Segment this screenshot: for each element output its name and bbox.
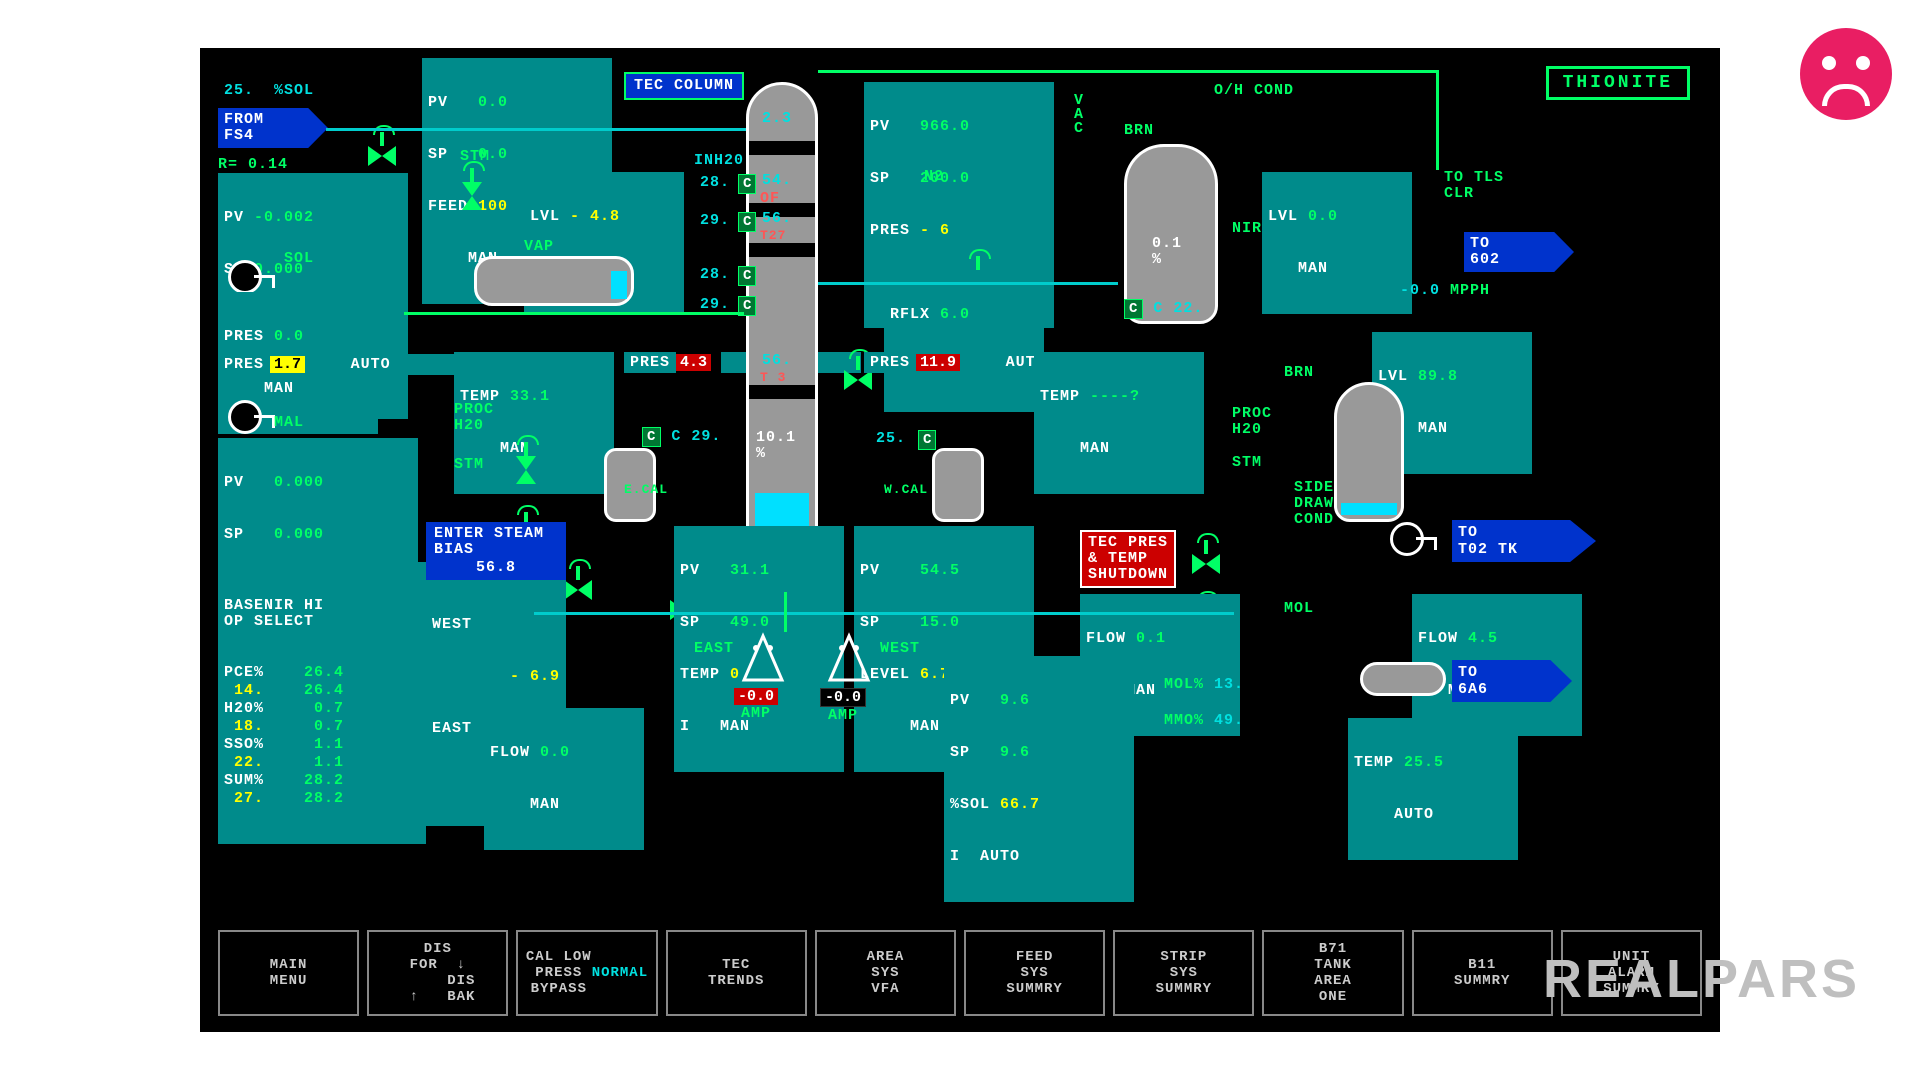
t27-label: T27 (760, 228, 786, 243)
oh-cond-label: O/H COND (1214, 82, 1294, 99)
col-28-2: 28. (700, 266, 730, 283)
sol-pump-icon (228, 260, 262, 294)
vap-label: VAP (524, 238, 554, 255)
col-pct: 10.1 % (756, 430, 796, 462)
lvl-oh-controller[interactable]: LVL 0.0 MAN (1262, 172, 1412, 314)
col-28-1: 28. (700, 174, 730, 191)
twentyfive-label: 25. (876, 430, 906, 447)
side-pump-icon (1390, 522, 1424, 556)
brn-label: BRN (1124, 122, 1154, 139)
sol-pct-label: 25. %SOL (224, 82, 314, 99)
tec-shutdown-alarm[interactable]: TEC PRES & TEMP SHUTDOWN (1080, 530, 1176, 588)
thionite-title: THIONITE (1546, 66, 1690, 100)
amp-right-readout: -0.0 AMP (820, 688, 866, 724)
rflx-valve-icon[interactable] (844, 370, 872, 390)
of-label: OF (760, 190, 780, 207)
nir-label: NIR (1232, 220, 1262, 237)
col-29-1: 29. (700, 212, 730, 229)
oh-condenser-vessel (1124, 144, 1218, 324)
east-label: EAST (694, 640, 734, 657)
mpph-readout: -0.0 MPPH (1400, 282, 1490, 299)
sol-controller[interactable]: PV 9.6 SP 9.6 %SOL 66.7 I AUTO (944, 656, 1134, 902)
mal-label: MAL (274, 414, 304, 431)
proc-h2o-label-2: PROC H20 (1232, 406, 1272, 438)
proc-h2o-label-1: PROC H20 (454, 402, 494, 434)
c29-label: C C 29. (642, 428, 721, 445)
nav-area-sys[interactable]: AREA SYS VFA (815, 930, 956, 1016)
vac-label: V A C (1074, 94, 1084, 136)
temp-bottom-controller[interactable]: TEMP 25.5 AUTO (1348, 718, 1518, 860)
rflx-controller[interactable]: RFLX 6.0 MAN (884, 270, 1044, 412)
hmi-screen: THIONITE TEC COLUMN O/H COND FROM FS4 25… (200, 48, 1720, 1032)
from-fs4-arrow: FROM FS4 (218, 108, 328, 148)
mmo-pct-readout: MMO% 49. (1164, 712, 1244, 729)
stm-valve-icon[interactable] (462, 182, 482, 210)
nav-b71-tank[interactable]: B71 TANK AREA ONE (1262, 930, 1403, 1016)
mal-pump-icon (228, 400, 262, 434)
side-draw-vessel (1334, 382, 1404, 522)
c-btn-1[interactable]: C (738, 174, 756, 194)
east-bottoms-pump-icon (740, 630, 786, 688)
proc-h2o-valve-2-icon[interactable] (1192, 554, 1220, 574)
flow-bottom-controller[interactable]: FLOW 0.0 MAN (484, 708, 644, 850)
stm-label-2: STM (454, 456, 484, 473)
tec-column-title: TEC COLUMN (624, 72, 744, 100)
t3-label: T 3 (760, 370, 786, 385)
col-r1: 2.3 (762, 110, 792, 127)
nav-main-menu[interactable]: MAIN MENU (218, 930, 359, 1016)
cv-1-icon[interactable] (564, 580, 592, 600)
inh20-label: INH20 (694, 152, 744, 169)
col-56-2: 56. (762, 352, 792, 369)
pres-red-value-1: 4.3 (676, 354, 711, 371)
west-label: WEST (880, 640, 920, 657)
mol-label: MOL (1284, 600, 1314, 617)
col-29-2: 29. (700, 296, 730, 313)
to-t02-arrow: TO T02 TK (1452, 520, 1596, 562)
temp-dash-controller[interactable]: TEMP ----? MAN (1034, 352, 1204, 494)
c-btn-3[interactable]: C (738, 266, 756, 286)
oh-pct: 0.1 % (1152, 236, 1182, 268)
distillation-column (746, 82, 818, 592)
steam-bias-value: 56.8 (434, 558, 558, 576)
r-label: R= 0.14 (218, 156, 408, 173)
vap-vessel (474, 256, 634, 306)
west-reboiler-vessel (932, 448, 984, 522)
nav-b11-summry[interactable]: B11 SUMMRY (1412, 930, 1553, 1016)
basenir-table[interactable]: BASENIR HI OP SELECT PCE% 26.4 14. 26.4H… (218, 562, 426, 844)
nav-strip-sys[interactable]: STRIP SYS SUMMRY (1113, 930, 1254, 1016)
wcal-label: W.CAL (884, 482, 928, 497)
watermark: REALPARS (1543, 948, 1860, 1010)
proc-h2o-valve-icon[interactable] (516, 456, 536, 484)
stm-label-3: STM (1232, 454, 1262, 471)
pres-red-value-2: 11.9 (916, 354, 960, 371)
mol-pct-readout: MOL% 13. (1164, 676, 1244, 693)
c22-label: C C 22. (1124, 300, 1203, 317)
col-54: 54. (762, 172, 792, 189)
pres-auto-value: 1.7 (270, 356, 305, 373)
nav-dis-for-bak[interactable]: DIS FOR ↓ DIS ↑ BAK (367, 930, 508, 1016)
n2-label: N2 (924, 168, 944, 185)
to-tls-clr-label: TO TLS CLR (1444, 170, 1504, 202)
to-602-arrow: TO 602 (1464, 232, 1574, 272)
nav-feed-sys[interactable]: FEED SYS SUMMRY (964, 930, 1105, 1016)
col-56-1: 56. (762, 210, 792, 227)
nav-cal-low-press[interactable]: CAL LOW PRESS BYPASS NORMAL (516, 930, 657, 1016)
receiver-vessel (1360, 662, 1446, 696)
to-6a6-arrow: TO 6A6 (1452, 660, 1572, 702)
sol-label: SOL (284, 250, 314, 267)
ecal-label: E.CAL (624, 482, 668, 497)
brn2-label: BRN (1284, 364, 1314, 381)
pres-auto-controller[interactable]: PRES1.7 AUTO (218, 354, 463, 375)
amp-left-readout: -0.0 AMP (734, 688, 778, 722)
sad-face-icon (1800, 28, 1892, 120)
nav-bar: MAIN MENU DIS FOR ↓ DIS ↑ BAK CAL LOW PR… (218, 930, 1702, 1016)
steam-bias-title: ENTER STEAM BIAS (434, 525, 544, 558)
c-btn-2[interactable]: C (738, 212, 756, 232)
c-btn-25[interactable]: C (918, 430, 936, 450)
west-bottoms-pump-icon (826, 630, 872, 688)
pres-red-controller-1[interactable]: PRES4.3 AUTO (624, 352, 861, 373)
side-draw-cond-label: SIDE DRAW COND (1294, 480, 1334, 528)
nav-tec-trends[interactable]: TEC TRENDS (666, 930, 807, 1016)
